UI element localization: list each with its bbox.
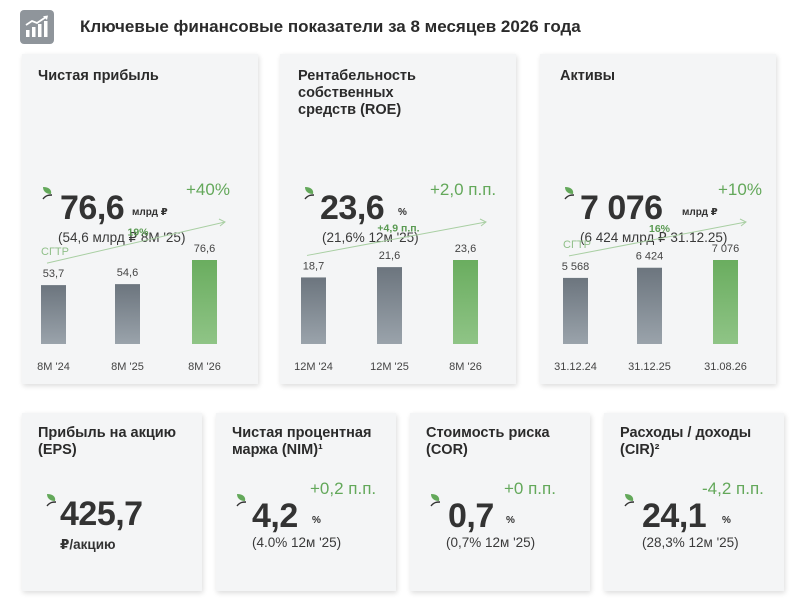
bar-value-label: 21,6 — [379, 250, 400, 262]
card-eps: Прибыль на акцию (EPS) 425,7 ₽/акцию — [22, 413, 202, 591]
bar-value-label: 5 568 — [562, 261, 590, 273]
category-label: 31.12.25 — [628, 361, 671, 373]
category-label: 31.08.26 — [704, 361, 747, 373]
metric-unit: % — [398, 207, 407, 218]
bar — [115, 284, 140, 344]
net-profit-chart: 53,7 8M '24 54,6 8M '25 76,6 8M '26 19% CГТР — [37, 218, 226, 373]
category-label: 12M '24 — [294, 361, 333, 373]
growth-arrow-line — [568, 221, 747, 257]
bar-value-label: 7 076 — [712, 243, 740, 255]
bar — [713, 260, 738, 344]
metric-value: 23,6 — [320, 189, 385, 227]
bar-value-label: 54,6 — [117, 267, 138, 279]
card-cor: Стоимость риска (COR) 0,7 % +0 п.п. (0,7… — [410, 413, 590, 591]
assets-chart: 5 568 31.12.24 6 424 31.12.25 7 076 31.08.26 1… — [554, 218, 747, 373]
leaf-icon — [430, 494, 441, 507]
growth-arrow-line — [306, 221, 487, 256]
growth-arrowhead — [479, 218, 487, 227]
leaf-icon — [236, 494, 247, 507]
metric-comparison: (28,3% 12м '25) — [642, 535, 739, 550]
metric-comparison: (6 424 млрд ₽ 31.12.25) — [580, 230, 728, 245]
metric-value: 4,2 — [252, 497, 298, 535]
metric-value: 425,7 — [60, 495, 143, 533]
metric-delta: +0 п.п. — [504, 479, 556, 498]
metric-comparison: (21,6% 12м '25) — [322, 230, 419, 245]
bar — [41, 285, 66, 344]
page-title: Ключевые финансовые показатели за 8 меся… — [80, 17, 581, 36]
bar-value-label: 23,6 — [455, 243, 476, 255]
bar-value-label: 6 424 — [636, 251, 664, 263]
card-title: Прибыль на акцию (EPS) — [38, 425, 177, 458]
metric-delta: -4,2 п.п. — [702, 479, 764, 498]
page-header: Ключевые финансовые показатели за 8 меся… — [20, 10, 581, 44]
card-cir: Расходы / доходы (CIR)² 24,1 % -4,2 п.п.… — [604, 413, 784, 591]
card-title: Расходы / доходы (CIR)² — [620, 425, 752, 458]
metric-value: 0,7 — [448, 497, 494, 535]
bar-value-label: 76,6 — [194, 243, 215, 255]
leaf-icon — [624, 494, 635, 507]
metric-unit: млрд ₽ — [132, 207, 168, 218]
metric-value: 76,6 — [60, 189, 125, 227]
category-label: 8M '24 — [37, 361, 70, 373]
metric-delta: +10% — [718, 180, 762, 199]
metric-value: 7 076 — [580, 189, 663, 227]
bar-value-label: 18,7 — [303, 260, 324, 272]
cagr-label: CГТР — [41, 246, 69, 258]
category-label: 12M '25 — [370, 361, 409, 373]
metric-value: 24,1 — [642, 497, 707, 535]
metric-comparison: (4.0% 12м '25) — [252, 535, 342, 550]
bar — [192, 260, 217, 344]
card-title: Активы — [560, 68, 616, 84]
roe-chart: 18,7 12M '24 21,6 12M '25 23,6 8M '26 +4,9 п.п… — [294, 218, 487, 373]
metric-unit: млрд ₽ — [682, 207, 718, 218]
metric-unit: % — [722, 515, 731, 526]
bar — [453, 260, 478, 344]
leaf-icon — [564, 187, 575, 200]
cagr-label: CГТР — [563, 239, 591, 251]
bar — [563, 277, 588, 344]
bar-value-label: 53,7 — [43, 268, 64, 280]
growth-arrowhead — [739, 218, 747, 227]
card-roe: Рентабельность собственных средств (ROE)… — [280, 54, 516, 384]
card-nim: Чистая процентная маржа (NIM)¹ 4,2 % +0,… — [216, 413, 396, 591]
category-label: 8M '26 — [188, 361, 221, 373]
metric-unit: % — [506, 515, 515, 526]
leaf-icon — [304, 187, 315, 200]
growth-arrowhead — [218, 218, 226, 227]
growth-label: +4,9 п.п. — [377, 223, 419, 235]
card-net-profit: Чистая прибыль 76,6 млрд ₽ +40% (54,6 мл… — [22, 54, 258, 384]
growth-label: 19% — [127, 227, 149, 239]
metric-unit: ₽/акцию — [60, 537, 116, 552]
growth-arrow-line — [46, 221, 226, 264]
bar — [637, 267, 662, 344]
leaf-icon — [42, 187, 53, 200]
metric-delta: +40% — [186, 180, 230, 199]
category-label: 8M '26 — [449, 361, 482, 373]
metric-delta: +0,2 п.п. — [310, 479, 377, 498]
metric-comparison: (54,6 млрд ₽ 8M '25) — [58, 230, 186, 245]
category-label: 31.12.24 — [554, 361, 597, 373]
card-title: Рентабельность собственных средств (ROE) — [298, 68, 416, 118]
bar — [377, 267, 402, 344]
metric-unit: % — [312, 515, 321, 526]
metric-delta: +2,0 п.п. — [430, 180, 497, 199]
card-title: Стоимость риска (COR) — [426, 425, 550, 458]
card-assets: Активы 7 076 млрд ₽ +10% (6 424 млрд ₽ 3… — [540, 54, 776, 384]
growth-label: 16% — [649, 223, 671, 235]
category-label: 8M '25 — [111, 361, 144, 373]
card-title: Чистая процентная маржа (NIM)¹ — [232, 425, 372, 458]
bar — [301, 277, 326, 344]
leaf-icon — [46, 494, 57, 507]
metric-comparison: (0,7% 12м '25) — [446, 535, 536, 550]
growth-chart-icon — [20, 10, 54, 44]
card-title: Чистая прибыль — [38, 68, 159, 84]
